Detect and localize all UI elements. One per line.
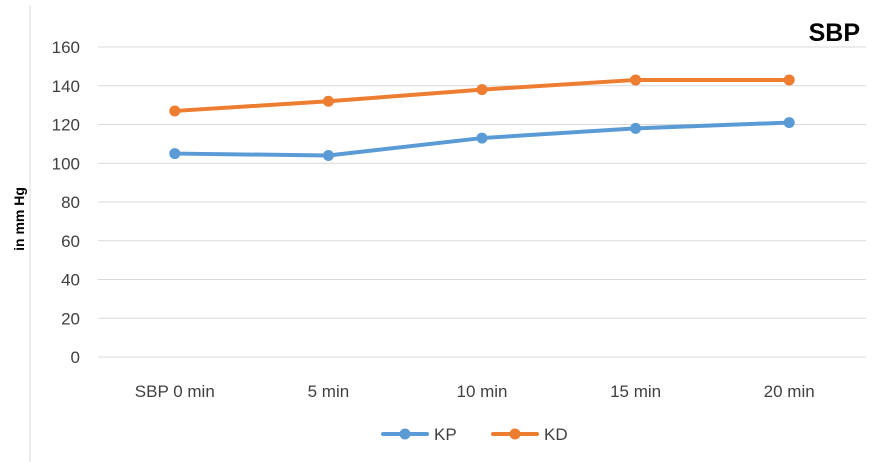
y-axis-title: in mm Hg bbox=[11, 187, 27, 251]
y-tick-label: 40 bbox=[61, 271, 80, 290]
x-tick-label: 15 min bbox=[610, 382, 661, 401]
data-point-kp bbox=[630, 122, 642, 134]
data-point-kp bbox=[783, 117, 795, 129]
data-point-kp bbox=[476, 132, 488, 144]
legend-label-kd: KD bbox=[544, 425, 568, 444]
data-point-kd bbox=[169, 105, 181, 117]
x-axis-tick-labels: SBP 0 min 5 min 10 min 15 min 20 min bbox=[135, 382, 815, 401]
x-tick-label: 5 min bbox=[308, 382, 350, 401]
data-point-kp bbox=[169, 148, 181, 160]
y-tick-label: 160 bbox=[52, 38, 80, 57]
y-tick-label: 20 bbox=[61, 309, 80, 328]
legend: KP KD bbox=[381, 425, 568, 444]
y-tick-label: 140 bbox=[52, 77, 80, 96]
y-tick-label: 100 bbox=[52, 154, 80, 173]
y-tick-label: 80 bbox=[61, 193, 80, 212]
x-tick-label: SBP 0 min bbox=[135, 382, 215, 401]
chart-title: SBP bbox=[809, 19, 860, 47]
legend-marker-kd bbox=[509, 428, 521, 440]
legend-label-kp: KP bbox=[434, 425, 457, 444]
data-point-kd bbox=[783, 74, 795, 86]
data-point-kd bbox=[476, 84, 488, 96]
y-tick-label: 60 bbox=[61, 232, 80, 251]
data-point-kd bbox=[322, 95, 334, 107]
x-tick-label: 20 min bbox=[764, 382, 815, 401]
y-tick-label: 120 bbox=[52, 116, 80, 135]
x-tick-label: 10 min bbox=[456, 382, 507, 401]
y-tick-label: 0 bbox=[71, 348, 80, 367]
series-lines bbox=[169, 74, 795, 161]
legend-marker-kp bbox=[399, 428, 411, 440]
data-point-kd bbox=[630, 74, 642, 86]
data-point-kp bbox=[322, 150, 334, 161]
y-axis-tick-labels: 0 20 40 60 80 100 120 140 160 bbox=[52, 38, 80, 367]
